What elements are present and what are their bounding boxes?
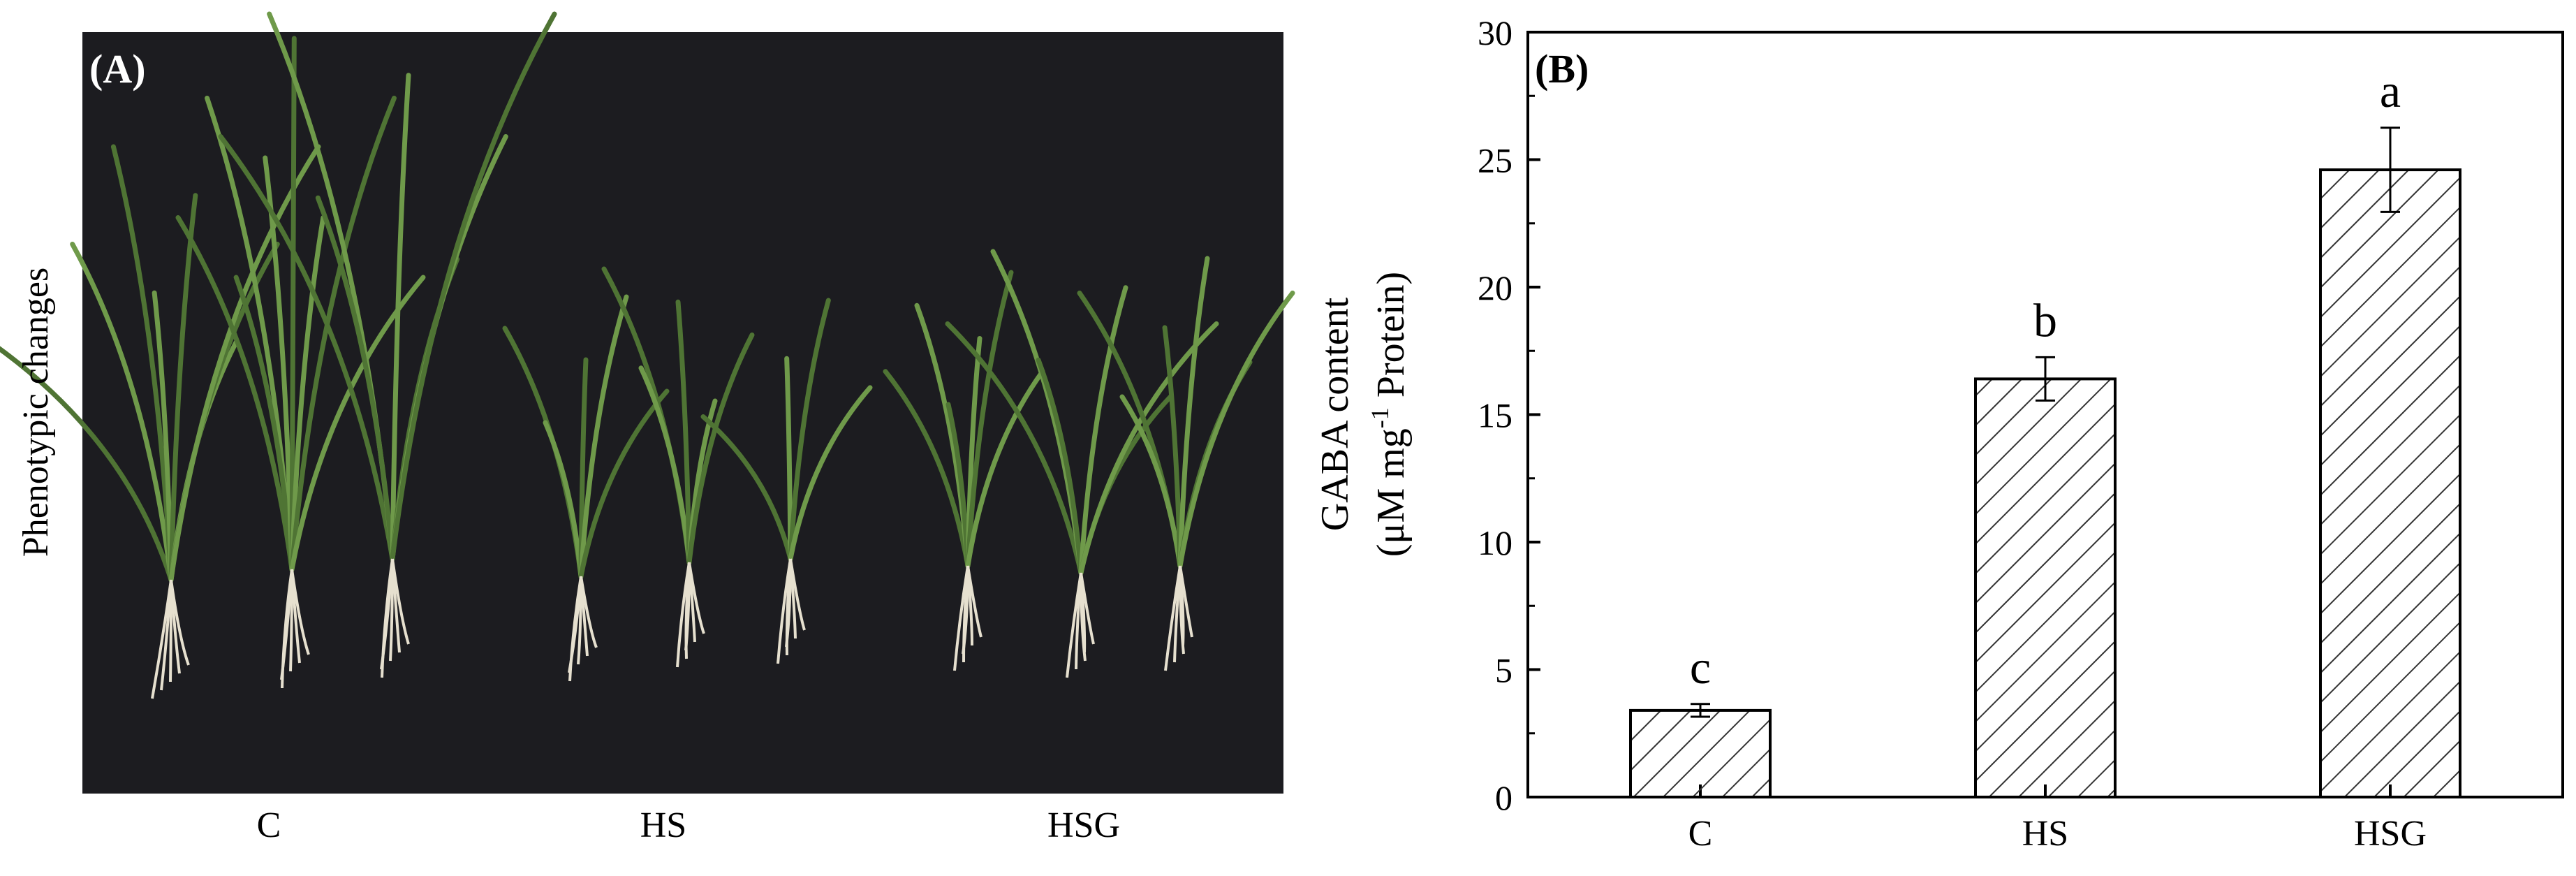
root bbox=[1179, 565, 1193, 638]
leaf bbox=[1119, 394, 1183, 569]
y-tick-label: 5 bbox=[1495, 651, 1513, 690]
x-tick-label: C bbox=[1688, 814, 1713, 854]
seedling-photo bbox=[0, 11, 1295, 699]
leaf bbox=[675, 299, 692, 565]
group-label: C bbox=[257, 805, 281, 845]
group-label: HS bbox=[640, 805, 686, 845]
seedling bbox=[700, 298, 873, 664]
leaf bbox=[175, 215, 295, 572]
panel-b-label: (B) bbox=[1535, 46, 1589, 92]
y-axis-title-line1: GABA content bbox=[1313, 297, 1357, 531]
y-tick-label: 30 bbox=[1478, 13, 1513, 52]
seedling bbox=[883, 270, 1045, 671]
leaf bbox=[1177, 291, 1295, 569]
significance-letter: b bbox=[2033, 293, 2057, 346]
leaf bbox=[315, 195, 395, 562]
root bbox=[966, 565, 982, 638]
y-axis-title-line2: (μM mg-1 Protein) bbox=[1366, 272, 1413, 557]
y-tick-label: 15 bbox=[1478, 396, 1513, 435]
x-axis: C HS HSG bbox=[1688, 784, 2427, 854]
leaf bbox=[788, 298, 831, 562]
bar bbox=[2319, 168, 2461, 799]
seedling bbox=[601, 266, 755, 668]
leaf bbox=[638, 365, 692, 565]
root bbox=[580, 576, 598, 648]
leaf bbox=[289, 96, 397, 572]
y-tick-label: 20 bbox=[1478, 268, 1513, 307]
leaf bbox=[390, 11, 557, 562]
panel-a-photo: (A) Phenotypic changes C HS HSG bbox=[0, 11, 1295, 845]
leaf bbox=[965, 270, 1014, 569]
leaf bbox=[390, 73, 411, 562]
y-axis: 0 5 10 15 20 25 30 bbox=[1478, 13, 1540, 817]
group-label: HSG bbox=[1047, 805, 1120, 845]
root bbox=[391, 558, 410, 645]
leaf bbox=[70, 242, 174, 583]
leaf bbox=[1036, 357, 1084, 576]
seedling bbox=[1077, 256, 1295, 671]
x-tick-label: HSG bbox=[2354, 814, 2427, 854]
leaf bbox=[578, 294, 629, 579]
leaf bbox=[233, 275, 295, 572]
panel-a-label: (A) bbox=[89, 46, 146, 92]
root bbox=[1080, 572, 1095, 645]
leaf bbox=[0, 346, 174, 583]
bars: c b a bbox=[1629, 64, 2461, 799]
leaf bbox=[788, 385, 873, 562]
leaf bbox=[1078, 285, 1128, 576]
leaf bbox=[289, 215, 326, 572]
bar bbox=[1974, 377, 2117, 798]
y-tick-label: 10 bbox=[1478, 523, 1513, 562]
leaf bbox=[218, 134, 395, 562]
seedling bbox=[945, 249, 1219, 678]
root bbox=[789, 558, 806, 631]
bar bbox=[1629, 708, 1772, 799]
leaf bbox=[289, 36, 297, 572]
panel-a-ylabel: Phenotypic changes bbox=[16, 268, 56, 557]
leaf bbox=[883, 369, 971, 569]
root bbox=[170, 579, 190, 666]
panel-b-chart: (B) 0 5 10 15 20 25 30 C HS HSG c b a GABA content… bbox=[1313, 13, 2564, 854]
leaf bbox=[543, 420, 584, 579]
seedling bbox=[218, 11, 557, 678]
seedling bbox=[502, 294, 670, 682]
y-tick-label: 0 bbox=[1495, 778, 1513, 817]
leaf bbox=[578, 388, 670, 579]
leaf bbox=[700, 414, 793, 562]
leaf bbox=[686, 333, 755, 565]
leaf bbox=[168, 144, 321, 583]
leaf bbox=[1078, 321, 1219, 576]
leaf bbox=[1162, 325, 1183, 569]
root bbox=[688, 562, 705, 634]
leaf bbox=[945, 321, 1084, 576]
significance-letter: a bbox=[2380, 64, 2401, 117]
leaf bbox=[965, 369, 1045, 569]
significance-letter: c bbox=[1690, 641, 1711, 694]
leaf bbox=[110, 144, 174, 583]
root bbox=[290, 569, 310, 655]
x-tick-label: HS bbox=[2022, 814, 2068, 854]
y-tick-label: 25 bbox=[1478, 141, 1513, 180]
leaf bbox=[152, 290, 174, 583]
seedling bbox=[175, 36, 426, 689]
group-labels: C HS HSG bbox=[257, 805, 1120, 845]
leaf bbox=[1177, 256, 1210, 569]
